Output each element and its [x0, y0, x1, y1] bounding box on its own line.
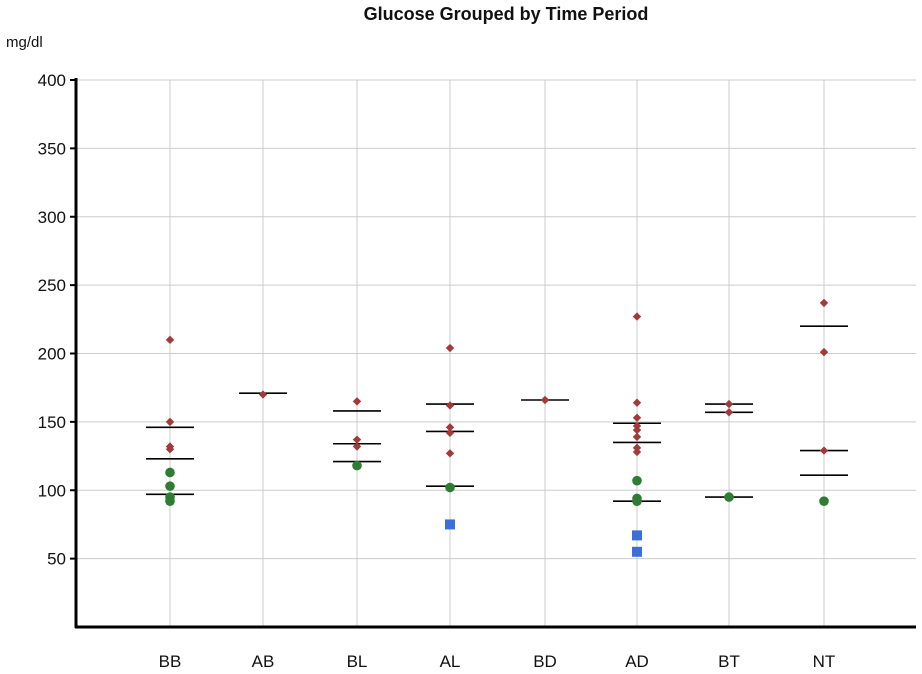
axes	[70, 78, 916, 629]
y-tick-label-50: 50	[47, 550, 66, 569]
point-bd-20	[540, 395, 550, 405]
point-ad-28	[632, 447, 642, 457]
data-points	[165, 298, 829, 557]
grid-lines	[76, 79, 916, 627]
x-tick-label-bb: BB	[159, 652, 182, 671]
point-bb-4	[165, 467, 175, 478]
point-ad-25	[632, 425, 642, 435]
point-al-17	[445, 449, 455, 458]
x-tick-label-ab: AB	[252, 652, 275, 671]
point-al-14	[445, 401, 455, 410]
x-tick-label-bl: BL	[347, 652, 368, 671]
point-ab-8	[258, 390, 268, 399]
y-tick-label-300: 300	[38, 208, 66, 227]
point-al-15	[445, 423, 455, 432]
point-nt-37	[819, 298, 829, 308]
y-tick-label-100: 100	[38, 481, 66, 500]
y-tick-labels: 50 100 150 200 250 300 350 400	[38, 71, 66, 569]
point-bl-9	[352, 397, 362, 406]
x-tick-label-ad: AD	[625, 652, 649, 671]
x-tick-label-bd: BD	[533, 652, 557, 671]
point-nt-39	[819, 446, 829, 455]
point-al-16	[445, 428, 455, 438]
point-ad-22	[632, 398, 642, 407]
y-tick-label-200: 200	[38, 345, 66, 364]
point-bb-7	[165, 496, 175, 506]
point-bb-1	[165, 417, 175, 427]
point-bt-34	[724, 399, 734, 409]
y-tick-label-400: 400	[38, 71, 66, 90]
point-ad-29	[632, 475, 642, 486]
point-bt-35	[724, 408, 734, 417]
y-tick-label-350: 350	[38, 139, 66, 158]
x-tick-label-nt: NT	[813, 652, 836, 671]
x-tick-label-bt: BT	[718, 652, 740, 671]
point-bt-36	[724, 492, 734, 502]
point-nt-40	[819, 496, 829, 506]
x-tick-label-al: AL	[440, 652, 461, 671]
point-ad-32	[632, 530, 642, 541]
y-axis-unit-label: mg/dl	[6, 34, 43, 51]
x-tick-labels: BB AB BL AL BD AD BT NT	[159, 652, 836, 671]
point-al-19	[445, 519, 455, 530]
point-al-18	[445, 482, 455, 493]
point-bb-3	[165, 445, 175, 454]
point-bl-11	[352, 442, 362, 451]
point-ad-23	[632, 413, 642, 422]
point-nt-38	[819, 347, 829, 357]
chart-title: Glucose Grouped by Time Period	[363, 4, 649, 24]
point-bb-0	[165, 335, 175, 345]
point-al-13	[445, 343, 455, 353]
point-bb-5	[165, 481, 175, 491]
summary-marks	[146, 325, 848, 502]
point-ad-33	[632, 546, 642, 557]
y-tick-label-250: 250	[38, 276, 66, 295]
y-tick-label-150: 150	[38, 413, 66, 432]
point-ad-21	[632, 312, 642, 321]
point-ad-26	[632, 432, 642, 442]
point-bl-12	[352, 460, 362, 471]
point-ad-31	[632, 496, 642, 506]
point-bl-10	[352, 435, 362, 444]
